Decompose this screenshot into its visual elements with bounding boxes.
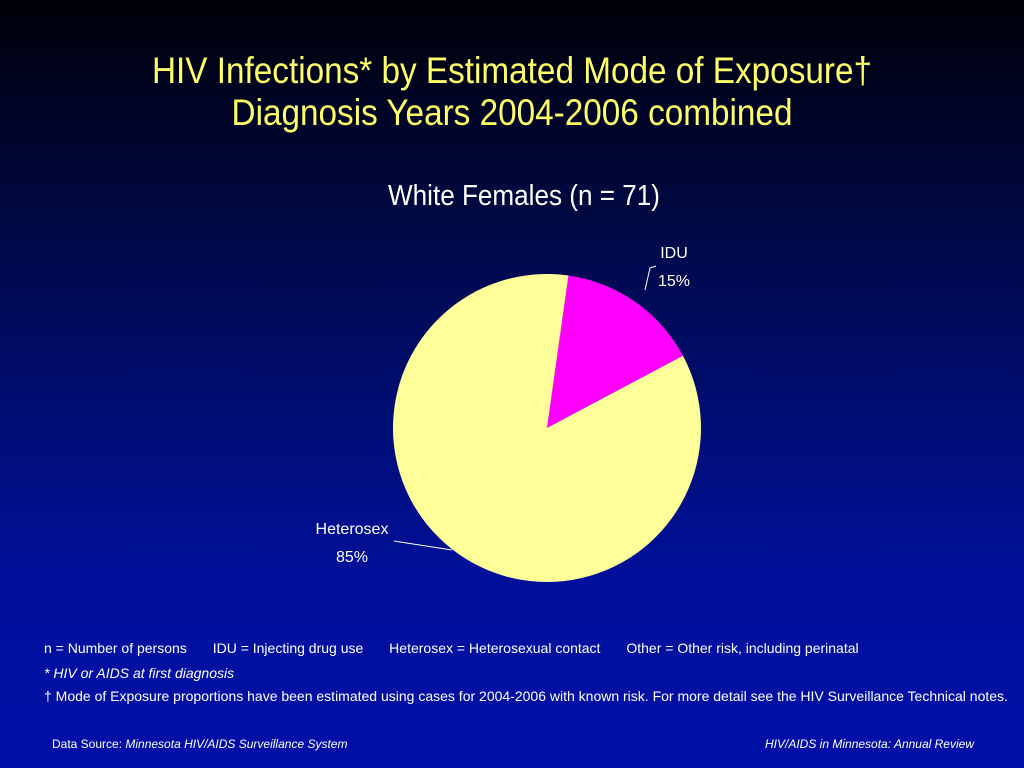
pie-slice-idu — [547, 275, 683, 428]
data-source-name: Minnesota HIV/AIDS Surveillance System — [125, 737, 348, 751]
definition-idu: IDU = Injecting drug use — [212, 640, 364, 656]
chart-subtitle: White Females (n = 71) — [388, 180, 660, 212]
slice-value-heterosex: 85% — [336, 549, 368, 566]
data-source: Data Source: Minnesota HIV/AIDS Surveill… — [52, 737, 347, 751]
chart-title-line1: HIV Infections* by Estimated Mode of Exp… — [151, 50, 873, 91]
footnote-dagger: † Mode of Exposure proportions have been… — [44, 688, 1008, 704]
footnote-asterisk: * HIV or AIDS at first diagnosis — [44, 665, 235, 681]
leader-line-heterosex — [393, 540, 453, 551]
slice-value-idu: 15% — [658, 273, 690, 290]
definition-heterosex: Heterosex = Heterosexual contact — [389, 640, 601, 656]
definition-other: Other = Other risk, including perinatal — [626, 640, 859, 656]
footnote-definitions: n = Number of persons IDU = Injecting dr… — [44, 640, 881, 656]
leader-line-idu — [644, 265, 657, 291]
slice-label-heterosex: Heterosex — [316, 521, 389, 538]
definition-n: n = Number of persons — [44, 640, 187, 656]
slice-label-idu: IDU — [660, 245, 688, 262]
pie-chart: IDU 15% Heterosex 85% — [316, 245, 701, 582]
report-name: HIV/AIDS in Minnesota: Annual Review — [765, 737, 974, 751]
chart-title-line2: Diagnosis Years 2004-2006 combined — [231, 92, 793, 133]
data-source-prefix: Data Source: — [52, 737, 126, 751]
pie-slice-heterosex — [392, 274, 701, 582]
